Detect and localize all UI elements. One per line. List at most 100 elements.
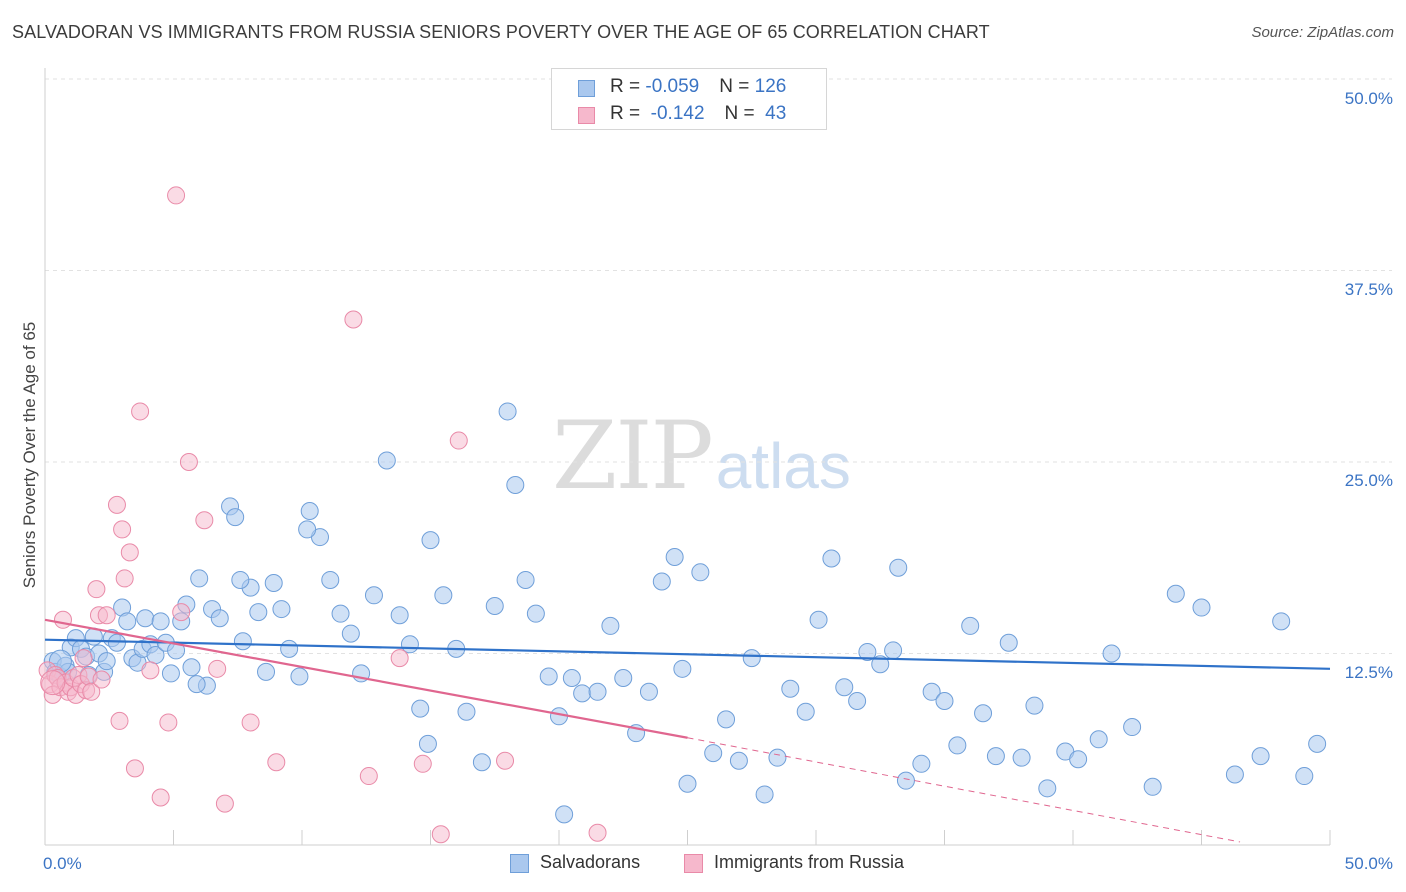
salvadorans-point (912, 754, 931, 773)
salvadorans-point (573, 684, 592, 703)
salvadorans-point (822, 549, 841, 568)
russia-point (179, 453, 198, 471)
salvadorans-point (485, 597, 504, 616)
salvadorans-point (1192, 598, 1211, 617)
salvadorans-point (999, 633, 1018, 652)
russia-point (496, 751, 515, 770)
salvadorans-point (639, 682, 658, 701)
salvadorans-point (264, 574, 283, 593)
russia-point (215, 794, 234, 813)
salvadorans-point (539, 667, 558, 686)
legend-r-value-2: -0.142 (645, 103, 705, 124)
russia-point (131, 402, 150, 421)
salvadorans-point (516, 570, 535, 589)
salvadorans-point (755, 785, 774, 804)
salvadorans-point (729, 751, 748, 770)
salvadorans-point (691, 563, 710, 582)
salvadorans-point (1251, 747, 1270, 766)
y-tick-label: 50.0% (1345, 89, 1393, 108)
salvadorans-point (418, 734, 437, 753)
bottom-legend-label-russia: Immigrants from Russia (714, 852, 905, 872)
salvadorans-point (233, 632, 252, 651)
bottom-legend-swatch-blue (510, 854, 529, 873)
salvadorans-point (948, 736, 967, 755)
salvadorans-point (107, 633, 126, 652)
salvadorans-point (704, 744, 723, 763)
salvadorans-point (1308, 734, 1327, 753)
russia-point (172, 603, 191, 622)
salvadorans-point (341, 624, 360, 643)
russia-point (82, 682, 101, 701)
russia-point (195, 511, 214, 530)
russia-point (159, 713, 178, 732)
salvadorans-point (190, 569, 209, 588)
chart-title: SALVADORAN VS IMMIGRANTS FROM RUSSIA SEN… (12, 22, 990, 42)
salvadorans-point (1295, 767, 1314, 786)
russia-trend-line (44, 618, 688, 739)
salvadorans-point (290, 667, 309, 686)
russia-point (141, 661, 160, 680)
russia-point (344, 310, 363, 329)
russia-points (38, 186, 607, 844)
russia-point (53, 610, 72, 629)
russia-point (359, 767, 378, 786)
salvadorans-point (506, 475, 525, 494)
y-tick-label: 37.5% (1345, 280, 1393, 299)
salvadorans-point (136, 609, 155, 628)
salvadorans-point (1089, 730, 1108, 749)
correlation-legend: R = -0.059 N = 126 R = -0.142 N = 43 (551, 68, 827, 130)
chart-source: Source: ZipAtlas.com (1251, 24, 1394, 41)
axes (44, 68, 1331, 846)
legend-r-label-2: R = (610, 103, 646, 124)
salvadorans-point (678, 774, 697, 793)
salvadorans-point (161, 664, 180, 683)
legend-n-label-2: N = (724, 103, 760, 124)
y-tick-label: 12.5% (1345, 663, 1393, 682)
russia-point (87, 580, 106, 599)
salvadorans-point (1025, 696, 1044, 715)
russia-point (431, 825, 450, 844)
salvadorans-point (871, 655, 890, 674)
salvadorans-point (498, 402, 517, 421)
salvadorans-point (1166, 584, 1185, 603)
legend-n-value-2: 43 (759, 103, 787, 124)
salvadorans-point (796, 702, 815, 721)
russia-point (92, 670, 111, 689)
bottom-legend-swatch-pink (684, 854, 703, 873)
salvadorans-point (187, 675, 206, 694)
salvadorans-point (300, 502, 319, 521)
salvadorans-point (321, 570, 340, 589)
salvadorans-trend-line (44, 638, 1331, 670)
salvadorans-point (377, 451, 396, 470)
legend-swatch-pink (578, 107, 595, 124)
salvadorans-point (298, 520, 317, 539)
grid-lines (45, 78, 1392, 654)
salvadorans-point (457, 702, 476, 721)
salvadorans-point (1038, 779, 1057, 798)
salvadorans-point (390, 606, 409, 625)
salvadorans-point (1069, 750, 1088, 769)
bottom-legend-label-salvadorans: Salvadorans (540, 852, 641, 872)
salvadorans-point (272, 600, 291, 619)
salvadorans-point (1272, 612, 1291, 631)
salvadorans-point (848, 691, 867, 710)
russia-point (115, 569, 134, 588)
salvadorans-point (835, 678, 854, 697)
salvadorans-point (1123, 718, 1142, 737)
russia-point (390, 649, 409, 668)
salvadorans-point (257, 662, 276, 681)
russia-point (120, 543, 139, 562)
salvadorans-point (249, 603, 268, 622)
salvadorans-point (1012, 748, 1031, 767)
trend-lines (44, 618, 1331, 843)
russia-point (267, 753, 286, 772)
salvadorans-point (614, 669, 633, 688)
legend-n-label-1: N = (719, 76, 755, 97)
legend-n-value-1: 126 (754, 76, 787, 97)
salvadorans-point (922, 682, 941, 701)
legend-text-2: R = -0.142 N = 43 (610, 103, 786, 125)
salvadorans-point (231, 570, 250, 589)
salvadorans-point (601, 616, 620, 635)
russia-point (113, 520, 132, 539)
